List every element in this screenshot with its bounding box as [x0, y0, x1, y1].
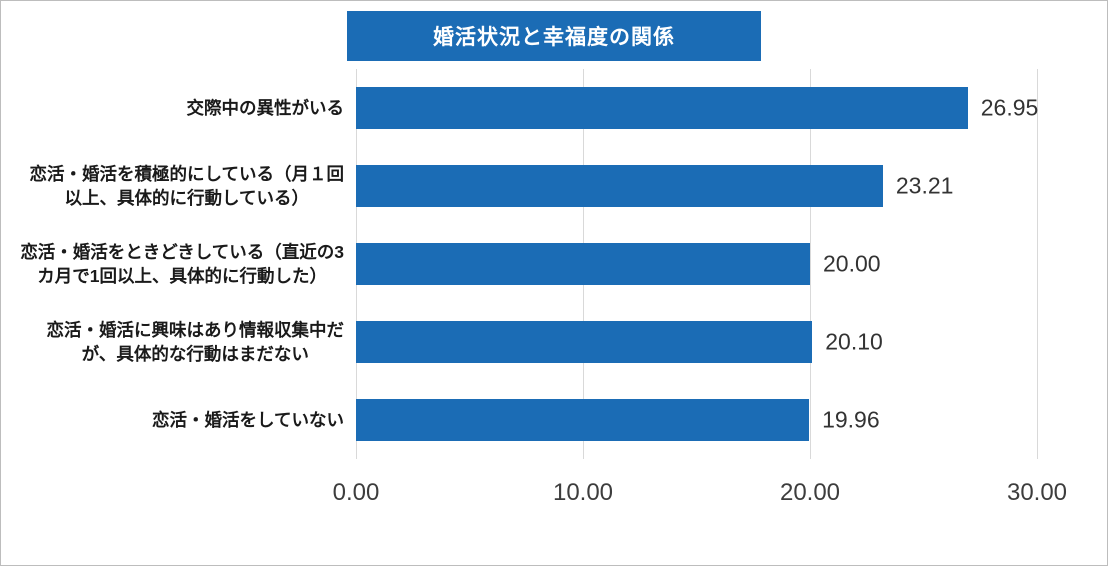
bar-value-label: 23.21 — [895, 172, 954, 199]
bar-chart: 交際中の異性がいる 26.95 恋活・婚活を積極的にしている（月１回 以上、具体的に… — [1, 69, 1107, 521]
bar — [356, 87, 968, 129]
plot-area: 交際中の異性がいる 26.95 恋活・婚活を積極的にしている（月１回 以上、具体的に… — [1, 69, 1107, 459]
bar-rows: 交際中の異性がいる 26.95 恋活・婚活を積極的にしている（月１回 以上、具体的に… — [1, 69, 1107, 459]
chart-row: 恋活・婚活を積極的にしている（月１回 以上、具体的に行動している） 23.21 — [1, 147, 1107, 225]
bar-value-label: 19.96 — [822, 406, 880, 433]
bar — [356, 243, 810, 285]
x-tick-label: 20.00 — [779, 479, 841, 506]
bar-track: 20.00 — [356, 225, 1037, 303]
category-label: 恋活・婚活をしていない — [152, 409, 344, 430]
bar-value-label: 20.10 — [825, 328, 883, 355]
x-axis: 0.00 10.00 20.00 30.00 — [333, 475, 1067, 521]
bar-value-label: 26.95 — [980, 94, 1039, 121]
category-label: 交際中の異性がいる — [186, 97, 345, 118]
category-label: 恋活・婚活を積極的にしている（月１回 以上、具体的に行動している） — [29, 163, 344, 209]
bar — [356, 165, 883, 207]
bar-track: 26.95 — [356, 69, 1039, 147]
category-label: 恋活・婚活に興味はあり情報収集中だ が、具体的な行動はまだない — [46, 319, 345, 365]
bar — [356, 399, 810, 441]
x-tick-label: 10.00 — [552, 479, 614, 506]
bar-track: 23.21 — [356, 147, 1037, 225]
bar-track: 19.96 — [356, 381, 1037, 459]
x-tick-label: 30.00 — [1006, 479, 1068, 506]
bar-value-label: 20.00 — [823, 250, 881, 277]
chart-row: 恋活・婚活に興味はあり情報収集中だ が、具体的な行動はまだない 20.10 — [1, 303, 1107, 381]
bar — [356, 321, 813, 363]
x-tick-label: 0.00 — [332, 479, 380, 506]
chart-row: 恋活・婚活をしていない 19.96 — [1, 381, 1107, 459]
chart-row: 恋活・婚活をときどきしている（直近の3 カ月で1回以上、具体的に行動した） 20.… — [1, 225, 1107, 303]
category-label: 恋活・婚活をときどきしている（直近の3 カ月で1回以上、具体的に行動した） — [20, 241, 344, 287]
chart-row: 交際中の異性がいる 26.95 — [1, 69, 1107, 147]
bar-track: 20.10 — [356, 303, 1037, 381]
chart-title: 婚活状況と幸福度の関係 — [347, 11, 761, 61]
